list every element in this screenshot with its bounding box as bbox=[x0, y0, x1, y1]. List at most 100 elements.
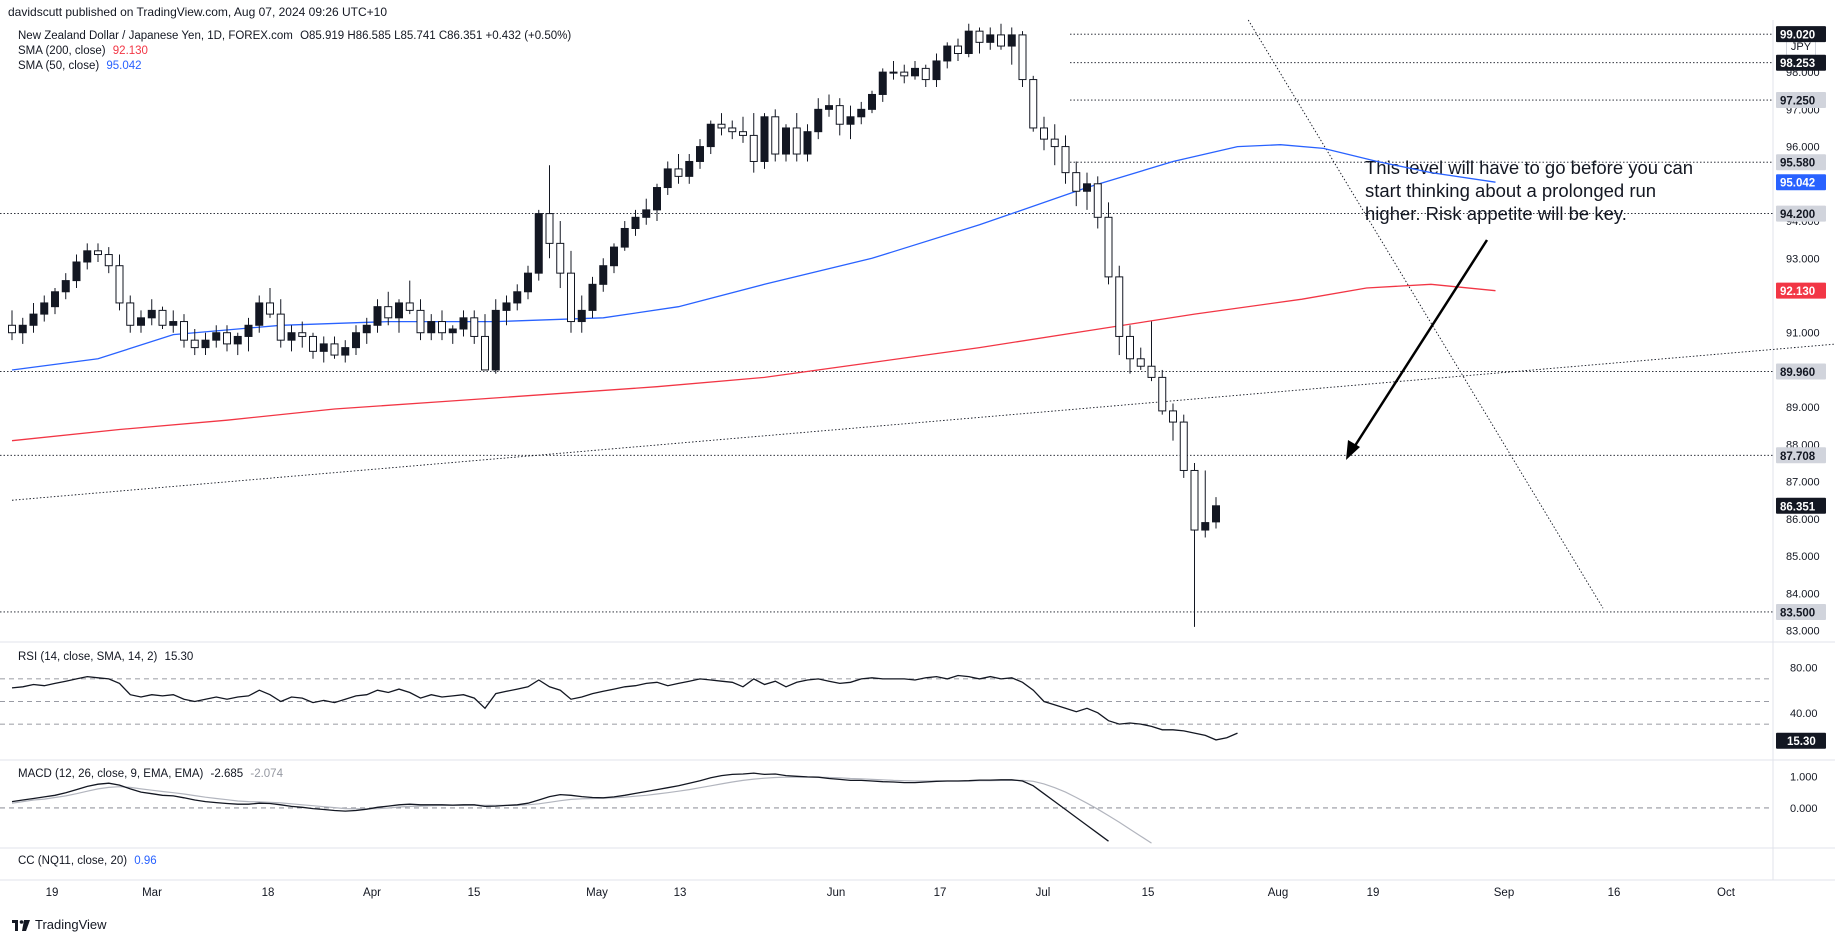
candle-down bbox=[792, 127, 801, 155]
candle-up bbox=[18, 324, 27, 334]
sma50-value: 95.042 bbox=[106, 60, 142, 72]
candle-up bbox=[620, 227, 629, 248]
time-tick-label: 18 bbox=[262, 887, 275, 899]
candle-down bbox=[1147, 365, 1156, 378]
macd-signal-line bbox=[11, 776, 1152, 844]
candle-up bbox=[459, 317, 468, 330]
price-tick-label: 96.000 bbox=[1786, 142, 1820, 154]
price-label: 86.351 bbox=[1780, 501, 1816, 513]
candle-down bbox=[997, 34, 1005, 47]
price-tick-label: 93.000 bbox=[1786, 253, 1820, 265]
candle-down bbox=[739, 131, 747, 136]
candle-up bbox=[319, 343, 328, 352]
price-label: 89.960 bbox=[1780, 367, 1815, 379]
candle-up bbox=[878, 71, 887, 95]
ohlc-values: O85.919 H86.585 L85.741 C86.351 +0.432 (… bbox=[300, 30, 572, 42]
rsi-legend[interactable]: RSI (14, close, SMA, 14, 2) 15.30 bbox=[18, 651, 193, 663]
candle-up bbox=[373, 306, 382, 326]
candle-down bbox=[921, 67, 930, 81]
time-tick-label: 17 bbox=[934, 887, 947, 899]
candle-down bbox=[674, 168, 683, 177]
price-tick-label: 85.000 bbox=[1786, 551, 1820, 563]
price-label-box bbox=[1776, 54, 1826, 71]
footer-brand[interactable]: TradingView bbox=[12, 917, 107, 932]
candle-down bbox=[1093, 183, 1102, 218]
price-tick-label: 91.000 bbox=[1786, 328, 1820, 340]
annotation-arrowhead bbox=[1346, 440, 1360, 460]
sma200-legend[interactable]: SMA (200, close) 92.130 bbox=[18, 45, 148, 57]
candle-up bbox=[577, 309, 586, 323]
candle-up bbox=[599, 265, 608, 285]
candle-down bbox=[384, 306, 393, 319]
time-tick-label: 19 bbox=[46, 887, 59, 899]
candle-down bbox=[126, 302, 135, 326]
time-tick-label: Jun bbox=[827, 887, 846, 899]
candle-down bbox=[276, 313, 285, 341]
price-tick-label: 83.000 bbox=[1786, 626, 1820, 638]
candle-up bbox=[362, 324, 371, 334]
time-tick-label: 13 bbox=[674, 887, 687, 899]
candle-down bbox=[190, 339, 199, 349]
sma50-label: SMA (50, close) bbox=[18, 60, 100, 72]
macd-value: -2.685 bbox=[210, 768, 244, 780]
candle-down bbox=[330, 343, 339, 356]
candle-down bbox=[405, 302, 414, 311]
candle-down bbox=[115, 265, 124, 304]
price-label: 92.130 bbox=[1780, 286, 1815, 298]
price-label-box bbox=[1776, 174, 1826, 191]
sma50-legend[interactable]: SMA (50, close) 95.042 bbox=[18, 60, 142, 72]
sma200-value: 92.130 bbox=[112, 45, 148, 57]
time-tick-label: 16 bbox=[1608, 887, 1621, 899]
candle-up bbox=[395, 302, 403, 319]
candle-up bbox=[846, 116, 855, 125]
candle-up bbox=[631, 216, 640, 229]
candle-up bbox=[40, 302, 49, 315]
price-label-box bbox=[1776, 92, 1826, 109]
cc-legend[interactable]: CC (NQ11, close, 20) 0.96 bbox=[18, 855, 157, 867]
candle-down bbox=[1050, 138, 1059, 148]
time-tick-label: 19 bbox=[1367, 887, 1380, 899]
candle-down bbox=[749, 134, 758, 162]
candle-up bbox=[491, 309, 500, 371]
candle-up bbox=[803, 131, 812, 155]
candle-up bbox=[287, 332, 296, 341]
price-label: 99.020 bbox=[1780, 30, 1815, 42]
price-label-box bbox=[1776, 282, 1826, 299]
rsi-tick-label: 80.00 bbox=[1790, 663, 1818, 675]
macd-legend[interactable]: MACD (12, 26, close, 9, EMA, EMA) -2.685… bbox=[18, 768, 283, 780]
time-tick-label: Aug bbox=[1268, 887, 1288, 899]
candle-down bbox=[438, 321, 446, 334]
candle-down bbox=[1136, 358, 1145, 367]
macd-label: MACD (12, 26, close, 9, EMA, EMA) bbox=[18, 768, 204, 780]
price-label-box bbox=[1776, 447, 1826, 464]
sma200-label: SMA (200, close) bbox=[18, 45, 106, 57]
macd-signal-value: -2.074 bbox=[250, 768, 283, 780]
rsi-value-label: 15.30 bbox=[1787, 736, 1816, 748]
price-tick-label: 87.000 bbox=[1786, 477, 1820, 489]
price-tick-label: 84.000 bbox=[1786, 588, 1820, 600]
candle-down bbox=[1158, 376, 1167, 412]
macd-line bbox=[11, 772, 1109, 842]
candle-up bbox=[448, 328, 457, 334]
candle-down bbox=[8, 324, 16, 334]
cc-label: CC (NQ11, close, 20) bbox=[18, 855, 128, 867]
candle-down bbox=[954, 45, 962, 55]
time-tick-label: 15 bbox=[468, 887, 481, 899]
rsi-value: 15.30 bbox=[164, 651, 194, 663]
candle-up bbox=[341, 347, 350, 356]
time-tick-label: Oct bbox=[1717, 887, 1736, 899]
candle-up bbox=[61, 280, 70, 293]
candle-up bbox=[1201, 522, 1210, 531]
price-tick-label: 89.000 bbox=[1786, 402, 1820, 414]
time-tick-label: Sep bbox=[1494, 887, 1514, 899]
published-line: davidscutt published on TradingView.com,… bbox=[8, 5, 388, 19]
candle-up bbox=[760, 116, 769, 162]
candle-up bbox=[1007, 34, 1016, 47]
candle-down bbox=[94, 250, 102, 256]
candle-up bbox=[147, 309, 156, 319]
rsi-tick-label: 40.00 bbox=[1790, 708, 1818, 720]
candle-down bbox=[298, 332, 307, 337]
candle-up bbox=[51, 291, 59, 308]
candle-down bbox=[309, 335, 317, 352]
